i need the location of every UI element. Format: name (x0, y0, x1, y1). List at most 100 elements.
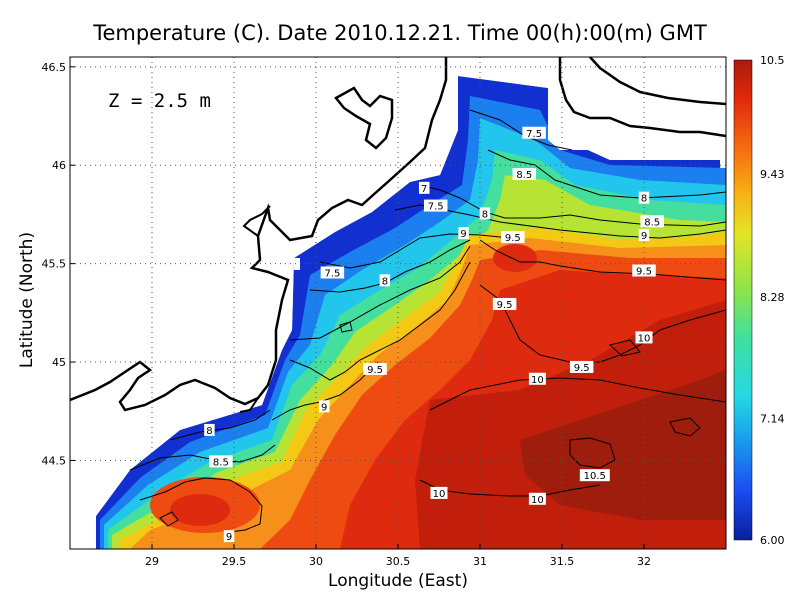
contour-label: 8.5 (209, 455, 233, 468)
temperature-field (70, 57, 726, 549)
contour-label: 10 (430, 486, 448, 500)
contour-label-box (640, 215, 664, 228)
map-title: Temperature (C). Date 2010.12.21. Time 0… (92, 21, 707, 45)
y-tick-label: 46 (52, 159, 66, 172)
contour-label-text: 9.5 (574, 363, 590, 374)
contour-label: 9.5 (492, 297, 517, 311)
contour-label: 8 (204, 423, 215, 437)
contour-label-text: 10 (531, 495, 544, 506)
contour-label-box (569, 360, 594, 373)
contour-label: 7.5 (423, 199, 448, 213)
contour-label-text: 8 (382, 276, 388, 287)
contour-label-box (418, 181, 430, 194)
contour-label-text: 7.5 (324, 268, 340, 279)
colorbar (733, 59, 753, 541)
contour-label-text: 7 (421, 184, 427, 195)
contour-label-box (528, 372, 546, 385)
colorbar-tick-label: 10.5 (760, 54, 785, 67)
x-tick-label: 29 (145, 555, 159, 568)
contour-label-box (318, 400, 330, 413)
contour-label-box (638, 191, 650, 204)
contour-label: 9.5 (363, 362, 387, 376)
contour-label-text: 10 (638, 333, 651, 344)
contour-label-box (528, 492, 546, 505)
contour-label-box (423, 199, 448, 212)
contour-label: 9 (458, 227, 469, 240)
contour-label-box (379, 274, 391, 287)
contour-label: 10.5 (579, 469, 610, 482)
y-tick-label: 45 (52, 356, 66, 369)
colorbar-tick-label: 9.43 (760, 168, 785, 181)
contour-label: 9 (638, 229, 650, 242)
contour-label-box (501, 231, 525, 244)
contour-label: 7 (418, 181, 430, 195)
contour-label: 7.5 (320, 266, 345, 279)
contour-label: 10 (528, 372, 546, 386)
contour-label-box (579, 469, 610, 482)
contour-label-box (479, 207, 491, 220)
contour-label: 8.5 (640, 215, 664, 228)
contour-label-text: 8.5 (516, 170, 532, 181)
contour-label-text: 10.5 (584, 471, 606, 482)
contour-label-text: 9 (641, 231, 647, 242)
contour-label-box (204, 423, 215, 436)
contour-label: 8 (479, 207, 491, 220)
contour-label-text: 9 (460, 229, 466, 240)
contour-label-box (632, 264, 656, 277)
contour-label: 10 (528, 492, 546, 506)
depth-annotation: Z = 2.5 m (108, 90, 211, 112)
x-tick-label: 30 (309, 555, 323, 568)
contour-label-text: 7.5 (526, 129, 542, 140)
contour-label: 8 (379, 274, 391, 287)
contour-label: 9.5 (632, 264, 656, 278)
contour-label-text: 9.5 (636, 267, 652, 278)
map-grid (70, 57, 726, 549)
contour-label-text: 7.5 (428, 202, 444, 213)
y-tick-label: 45.5 (42, 258, 67, 271)
contour-label-text: 9 (321, 402, 327, 413)
y-axis-ticks: 44.5 45 45.5 46 46.5 (42, 61, 75, 467)
contour-label: 9 (223, 530, 235, 543)
contour-label: 8.5 (512, 168, 537, 181)
contour-label-text: 8.5 (213, 457, 229, 468)
x-tick-label: 32 (637, 555, 651, 568)
contour-label-text: 9.5 (505, 233, 521, 244)
colorbar-tick-label: 8.28 (760, 291, 785, 304)
contour-label: 8 (638, 191, 650, 205)
colorbar-tick-label: 7.14 (760, 412, 785, 425)
contour-label-box (512, 168, 537, 181)
contour-label-text: 9.5 (367, 365, 383, 376)
x-tick-label: 31.5 (550, 555, 575, 568)
contour-label-box (635, 331, 653, 344)
contour-label-box (638, 229, 650, 242)
contour-label-box (458, 227, 469, 240)
colorbar-ticks: 6.00 7.14 8.28 9.43 10.5 (760, 54, 785, 547)
y-tick-label: 46.5 (42, 61, 67, 74)
contour-label: 9.5 (569, 360, 594, 374)
contour-label: 9.5 (501, 231, 525, 244)
x-tick-label: 31 (473, 555, 487, 568)
contour-label-box (430, 486, 448, 499)
x-axis-ticks: 29 29.5 30 30.5 31 31.5 32 (145, 544, 651, 568)
contour-label-box (209, 455, 233, 468)
contour-label-text: 8 (206, 426, 212, 437)
contour-label-text: 10 (433, 489, 446, 500)
x-axis-label: Longitude (East) (328, 571, 468, 591)
x-tick-label: 30.5 (386, 555, 411, 568)
contour-label-box (223, 530, 235, 543)
y-tick-label: 44.5 (42, 454, 67, 467)
colorbar-tick-label: 6.00 (760, 534, 785, 547)
contour-label-text: 10 (531, 375, 544, 386)
contour-label: 10 (635, 331, 653, 344)
contour-label-text: 8.5 (644, 217, 660, 228)
contour-label-box (363, 362, 387, 375)
contour-label: 9 (318, 400, 330, 413)
contour-label-box (320, 266, 345, 279)
contour-label: 7.5 (522, 126, 546, 140)
x-tick-label: 29.5 (222, 555, 247, 568)
contour-label-box (492, 297, 517, 310)
contour-label-text: 8 (641, 194, 647, 205)
contour-label-box (522, 126, 546, 139)
